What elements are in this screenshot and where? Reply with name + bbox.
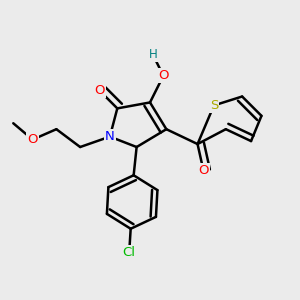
Text: O: O	[158, 69, 169, 82]
Text: N: N	[105, 130, 115, 143]
Text: O: O	[27, 133, 38, 146]
Text: O: O	[94, 84, 105, 97]
Text: Cl: Cl	[123, 246, 136, 259]
Text: H: H	[148, 48, 157, 62]
Text: S: S	[210, 99, 218, 112]
Text: O: O	[198, 164, 209, 177]
